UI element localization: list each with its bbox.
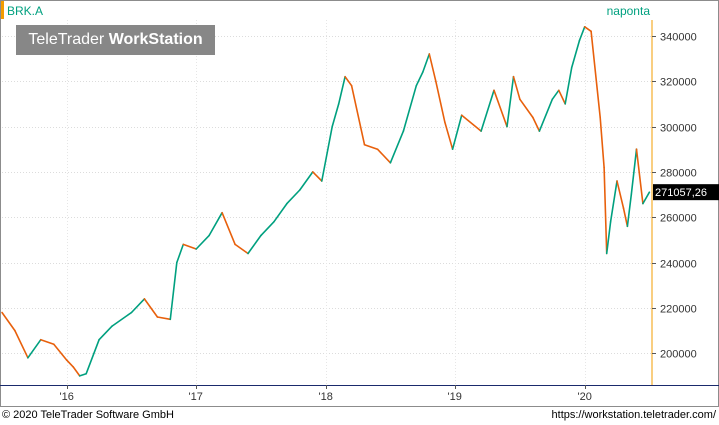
x-tick-label: '16 xyxy=(60,391,74,403)
price-segment xyxy=(626,193,633,228)
price-segment xyxy=(603,166,608,255)
price-segment xyxy=(538,98,554,132)
price-segment xyxy=(480,89,495,132)
y-tick-label: 200000 xyxy=(660,349,697,361)
symbol-label: BRK.A xyxy=(7,4,44,18)
brand-text-left: TeleTrader xyxy=(28,31,105,48)
price-segment xyxy=(512,75,521,101)
price-segment xyxy=(443,121,454,150)
price-segment xyxy=(344,75,353,87)
price-segment xyxy=(247,234,262,255)
price-segment xyxy=(428,53,437,82)
price-segment xyxy=(551,89,560,101)
x-tick-label: '19 xyxy=(448,391,462,403)
price-segment xyxy=(331,103,340,128)
price-segment xyxy=(260,221,275,237)
y-tick-label: 300000 xyxy=(660,123,697,135)
price-segment xyxy=(570,39,581,69)
last-value-label: 271057,26 xyxy=(655,187,707,199)
price-segment xyxy=(460,114,482,132)
price-segment xyxy=(337,75,346,105)
price-segment xyxy=(493,89,508,128)
price-segment xyxy=(599,116,605,169)
price-segment xyxy=(52,343,68,361)
price-segment xyxy=(578,25,586,42)
interval-label: naponta xyxy=(606,4,650,18)
price-segment xyxy=(415,71,424,87)
price-segment xyxy=(98,325,113,341)
x-tick-label: '20 xyxy=(578,391,592,403)
price-segment xyxy=(363,143,379,150)
price-segment xyxy=(590,30,602,119)
price-segment xyxy=(642,191,651,205)
symbol-accent-bar xyxy=(1,1,4,19)
source-url: https://workstation.teletrader.com/ xyxy=(551,409,716,421)
price-segment xyxy=(234,243,249,255)
x-tick-label: '17 xyxy=(189,391,203,403)
price-segment xyxy=(78,372,87,377)
price-segment xyxy=(635,148,644,205)
price-segment xyxy=(39,338,55,346)
price-segment xyxy=(156,316,172,321)
last-value-box xyxy=(653,184,719,201)
price-segment xyxy=(564,66,573,105)
price-segment xyxy=(286,189,301,205)
y-tick-label: 220000 xyxy=(660,304,697,316)
price-segment xyxy=(451,114,463,150)
price-segment xyxy=(630,148,638,196)
price-segment xyxy=(532,116,541,132)
y-tick-label: 340000 xyxy=(660,32,697,44)
brand-text-right: WorkStation xyxy=(108,31,203,48)
y-tick-label: 240000 xyxy=(660,259,697,271)
price-segment xyxy=(14,329,29,359)
price-segment xyxy=(350,84,366,146)
price-segment xyxy=(376,148,392,164)
price-segment xyxy=(519,98,534,119)
price-segment xyxy=(506,75,515,128)
price-segment xyxy=(85,338,100,375)
price-segment xyxy=(389,130,405,164)
price-segment xyxy=(182,243,197,250)
price-segment xyxy=(208,211,223,237)
price-segment xyxy=(557,89,567,105)
price-segment xyxy=(298,171,314,191)
chart-frame xyxy=(0,0,719,407)
price-segment xyxy=(273,202,288,223)
price-segment xyxy=(176,243,185,264)
y-tick-label: 320000 xyxy=(660,77,697,89)
price-segment xyxy=(609,180,618,223)
y-tick-label: 260000 xyxy=(660,213,697,225)
price-segment xyxy=(583,25,592,33)
price-segment xyxy=(195,234,210,250)
price-segment xyxy=(402,84,418,132)
y-tick-label: 280000 xyxy=(660,168,697,180)
price-segment xyxy=(311,171,323,182)
price-segment xyxy=(143,298,159,318)
copyright-text: © 2020 TeleTrader Software GmbH xyxy=(2,409,174,421)
price-segment xyxy=(27,338,42,359)
price-segment xyxy=(111,311,133,327)
price-segment xyxy=(65,359,74,368)
price-segment xyxy=(320,125,334,182)
price-segment xyxy=(169,261,178,321)
price-segment xyxy=(221,211,236,246)
price-segment xyxy=(434,80,446,123)
price-segment xyxy=(1,311,16,332)
price-segment xyxy=(130,298,146,314)
price-segment xyxy=(622,207,629,228)
price-segment xyxy=(616,180,625,209)
price-segment xyxy=(421,53,431,73)
price-chart: 200000 220000 240000 260000 280000 300000 3200… xyxy=(0,20,719,403)
price-segment xyxy=(605,221,612,255)
price-segment xyxy=(72,366,81,377)
x-tick-label: '18 xyxy=(319,391,333,403)
brand-logo: TeleTrader WorkStation xyxy=(16,25,215,55)
